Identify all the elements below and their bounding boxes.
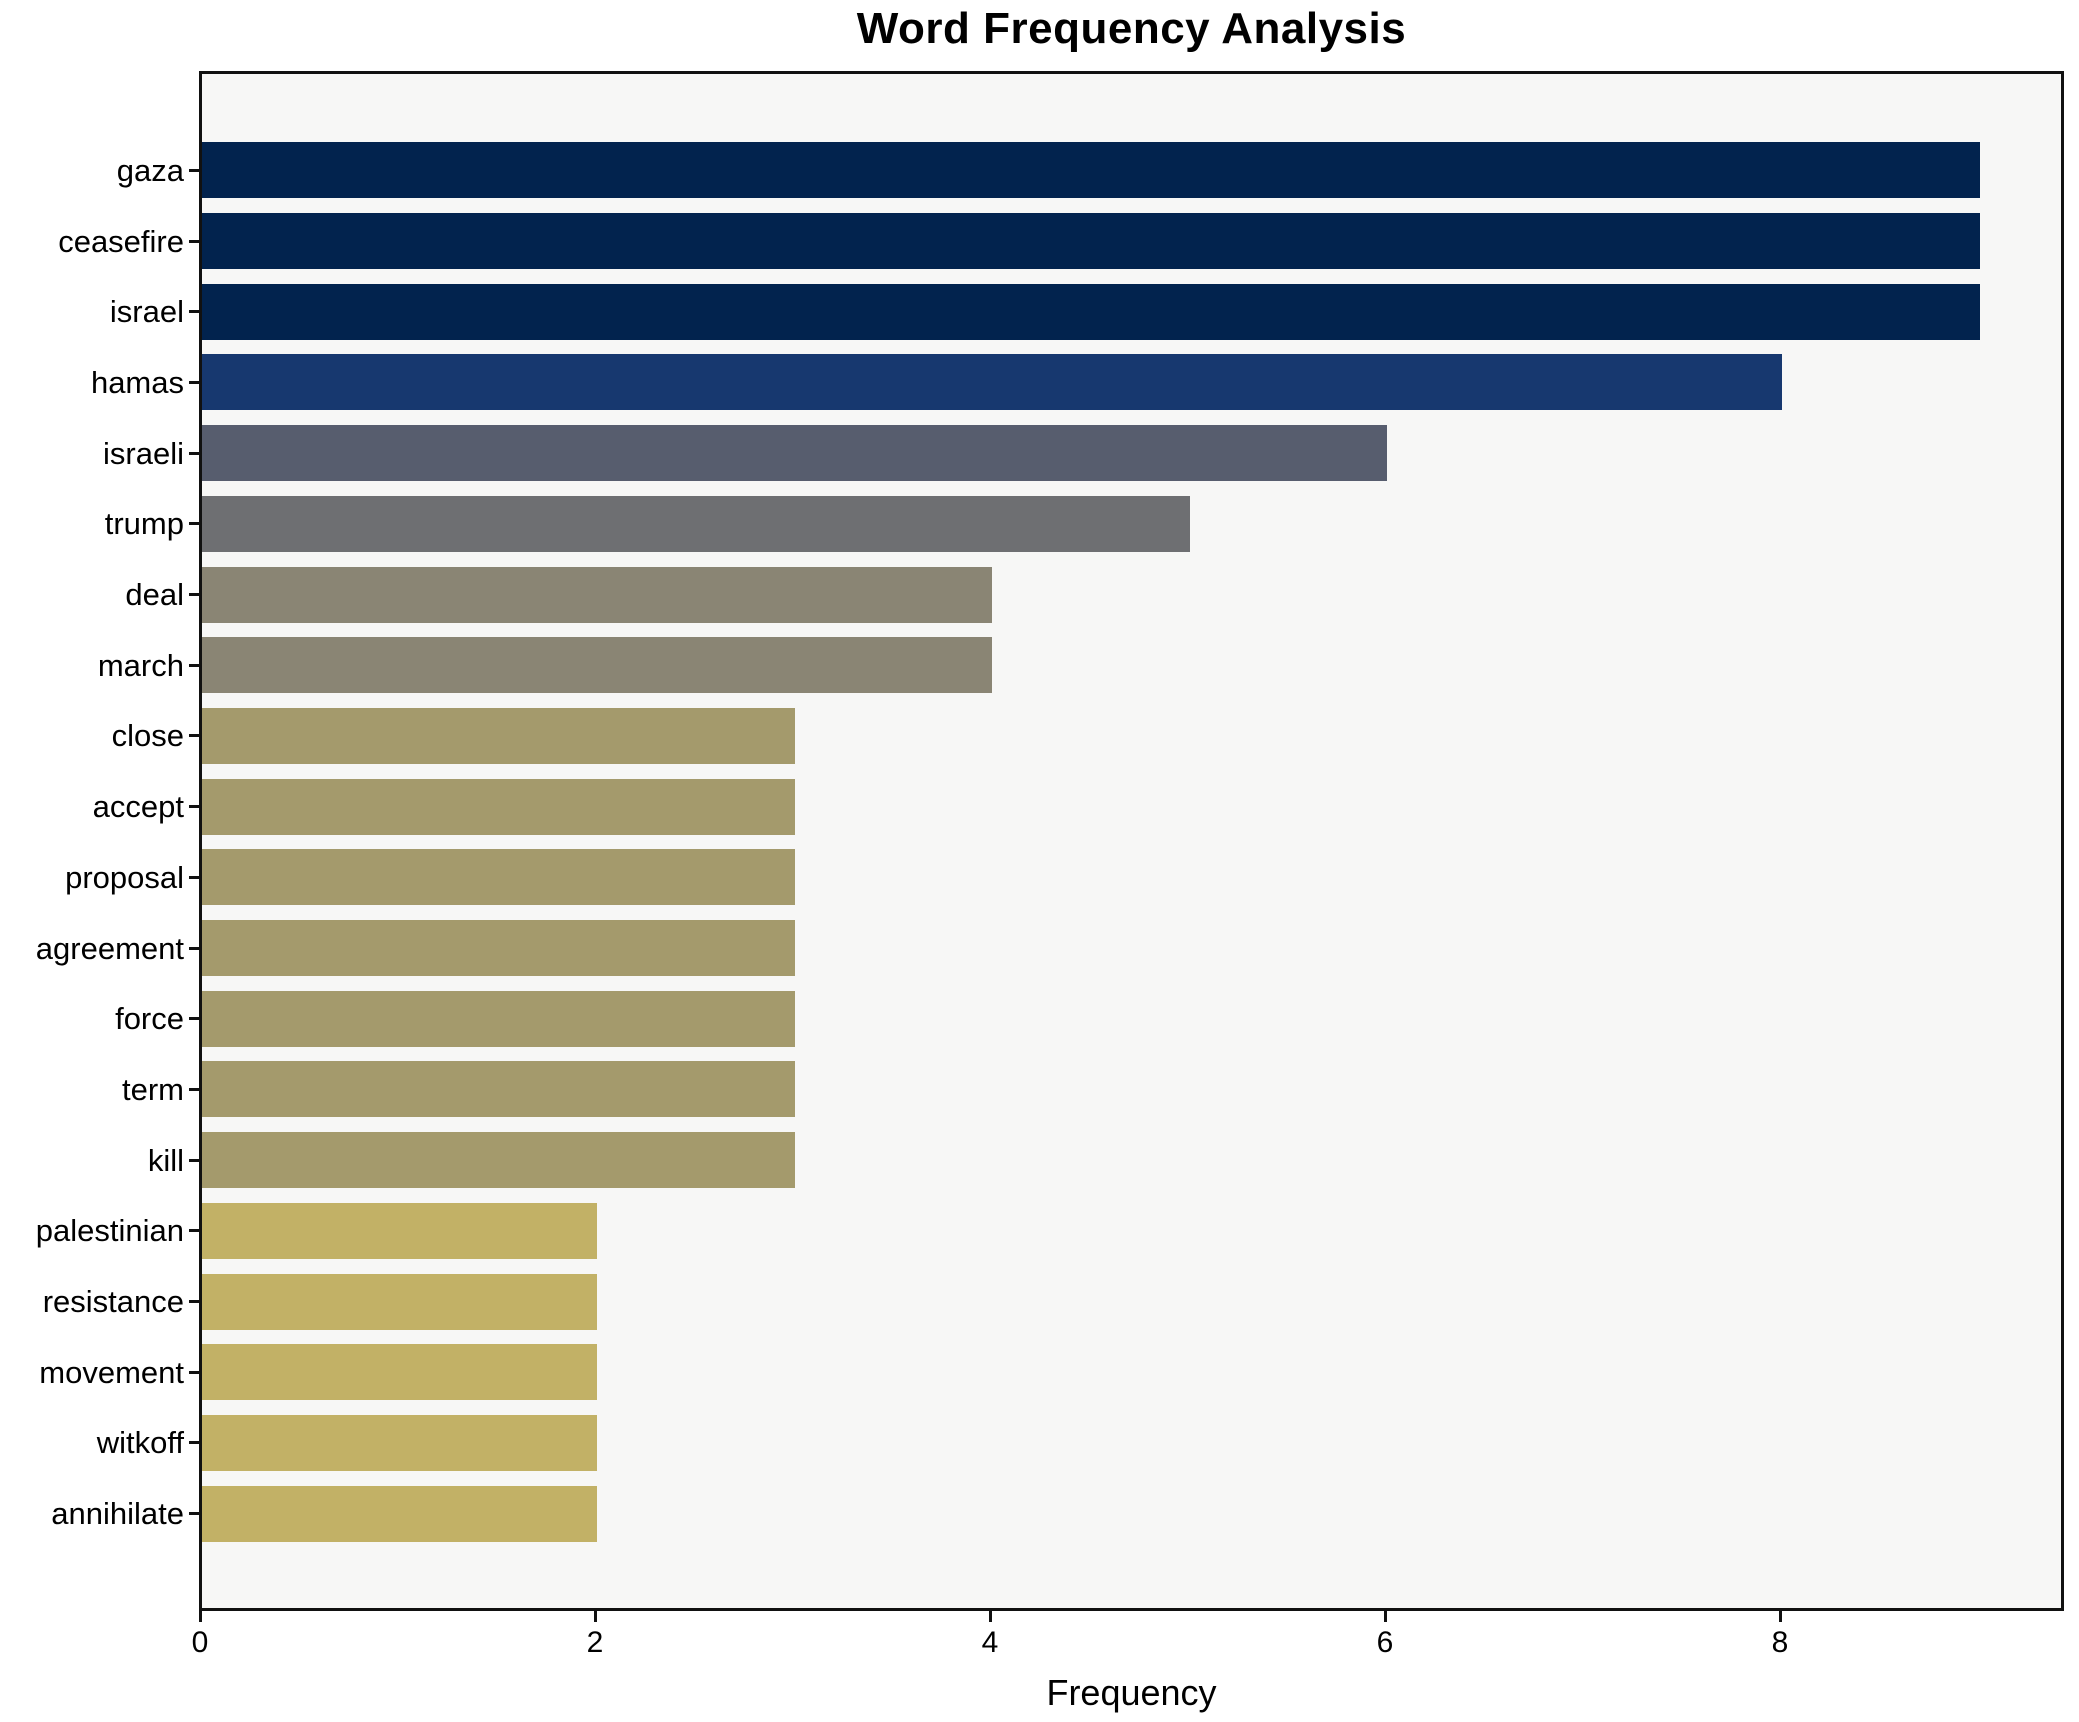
y-tick-mark (189, 310, 199, 314)
y-tick-mark (189, 1441, 199, 1445)
y-tick-label-term: term (122, 1071, 184, 1107)
bars-layer (202, 74, 2061, 1608)
y-tick-mark (189, 875, 199, 879)
bar-term (202, 1061, 795, 1118)
bar-kill (202, 1132, 795, 1189)
y-tick-mark (189, 1229, 199, 1233)
bar-witkoff (202, 1414, 597, 1471)
bar-ceasefire (202, 213, 1980, 270)
bar-resistance (202, 1273, 597, 1330)
y-tick-mark (189, 663, 199, 667)
y-tick-label-ceasefire: ceasefire (58, 223, 184, 259)
x-tick-label-4: 4 (981, 1626, 999, 1659)
x-tick-label-8: 8 (1771, 1626, 1789, 1659)
y-tick-mark (189, 1370, 199, 1374)
x-tick-mark (1383, 1611, 1387, 1622)
bar-israel (202, 283, 1980, 340)
y-tick-mark (189, 946, 199, 950)
bar-annihilate (202, 1485, 597, 1542)
y-tick-mark (189, 1512, 199, 1516)
plot-area (199, 71, 2064, 1611)
bar-agreement (202, 920, 795, 977)
x-tick-label-6: 6 (1376, 1626, 1394, 1659)
y-tick-mark (189, 805, 199, 809)
bar-palestinian (202, 1202, 597, 1259)
y-tick-label-annihilate: annihilate (51, 1496, 184, 1532)
x-tick-mark (198, 1611, 202, 1622)
y-tick-label-hamas: hamas (90, 364, 184, 400)
y-tick-label-witkoff: witkoff (96, 1425, 184, 1461)
bar-israeli (202, 425, 1387, 482)
x-tick-mark (988, 1611, 992, 1622)
y-tick-label-israeli: israeli (103, 435, 184, 471)
bar-trump (202, 495, 1190, 552)
y-tick-mark (189, 1158, 199, 1162)
bar-gaza (202, 142, 1980, 199)
x-tick-label-0: 0 (191, 1626, 209, 1659)
y-tick-mark (189, 1087, 199, 1091)
bar-force (202, 990, 795, 1047)
bar-proposal (202, 849, 795, 906)
y-tick-label-kill: kill (147, 1142, 184, 1178)
bar-march (202, 637, 992, 694)
y-tick-label-deal: deal (125, 577, 184, 613)
y-tick-mark (189, 522, 199, 526)
y-tick-mark (189, 168, 199, 172)
y-tick-mark (189, 451, 199, 455)
x-tick-mark (1778, 1611, 1782, 1622)
bar-deal (202, 566, 992, 623)
y-tick-label-trump: trump (104, 506, 184, 542)
y-tick-mark (189, 380, 199, 384)
y-tick-label-accept: accept (92, 789, 184, 825)
y-tick-label-proposal: proposal (65, 859, 184, 895)
y-tick-mark (189, 1300, 199, 1304)
y-tick-label-palestinian: palestinian (35, 1213, 184, 1249)
y-tick-label-movement: movement (39, 1354, 184, 1390)
y-tick-mark (189, 734, 199, 738)
bar-accept (202, 778, 795, 835)
y-tick-mark (189, 1017, 199, 1021)
bar-close (202, 707, 795, 764)
y-tick-label-gaza: gaza (116, 152, 184, 188)
y-tick-mark (189, 593, 199, 597)
y-tick-label-israel: israel (109, 294, 184, 330)
x-tick-mark (593, 1611, 597, 1622)
chart-title: Word Frequency Analysis (856, 4, 1407, 53)
x-tick-label-2: 2 (586, 1626, 604, 1659)
y-tick-label-agreement: agreement (35, 930, 184, 966)
y-tick-label-close: close (111, 718, 184, 754)
y-tick-label-force: force (115, 1001, 184, 1037)
y-tick-label-resistance: resistance (42, 1284, 184, 1320)
x-axis-label: Frequency (1046, 1672, 1217, 1713)
y-tick-label-march: march (97, 647, 184, 683)
y-tick-mark (189, 239, 199, 243)
bar-movement (202, 1344, 597, 1401)
bar-hamas (202, 354, 1782, 411)
